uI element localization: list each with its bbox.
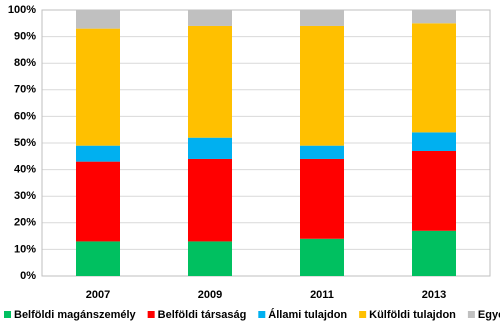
bar-segment [76,10,120,29]
x-tick-label: 2013 [422,289,446,301]
y-tick-label: 80% [14,57,36,69]
bar-segment [188,241,232,276]
bar-segment [76,145,120,162]
x-tick-label: 2011 [310,289,334,301]
bar-segment [188,10,232,26]
legend-swatch [4,311,11,318]
bar-segment [76,161,120,242]
bar-segment [412,23,456,133]
legend-swatch [258,311,266,318]
y-tick-label: 30% [14,190,36,202]
bar-segment [300,25,344,146]
y-tick-label: 50% [14,137,36,149]
x-tick-label: 2009 [198,289,222,301]
legend-swatch [359,311,367,318]
bar-segment [76,241,120,276]
y-tick-label: 70% [14,84,36,96]
bar-segment [188,25,232,138]
legend-label: Belföldi magánszemély [14,309,137,321]
y-tick-label: 100% [8,4,36,16]
plot-border [41,9,491,277]
y-tick-label: 0% [20,270,36,282]
legend-label: Külföldi tulajdon [369,309,456,321]
bar-segment [300,238,344,276]
bar-segment [300,145,344,159]
bar-segment [76,28,120,146]
y-tick-label: 90% [14,31,36,43]
y-tick-label: 40% [14,164,36,176]
legend-swatch [147,311,155,318]
legend-swatch [467,311,475,318]
bar-segment [412,230,456,276]
legend-label: Belföldi társaság [158,309,247,321]
bar-segment [412,10,456,24]
bar-segment [300,10,344,26]
y-tick-label: 20% [14,217,36,229]
legend-label: Állami tulajdon [268,308,347,321]
bar-segment [188,137,232,159]
y-tick-label: 60% [14,110,36,122]
x-tick-label: 2007 [86,289,110,301]
bar-segment [412,132,456,151]
bar-segment [300,158,344,239]
bar-segment [188,158,232,242]
y-tick-label: 10% [14,243,36,255]
legend-label: Egyéb [478,309,500,321]
bar-segment [412,150,456,231]
